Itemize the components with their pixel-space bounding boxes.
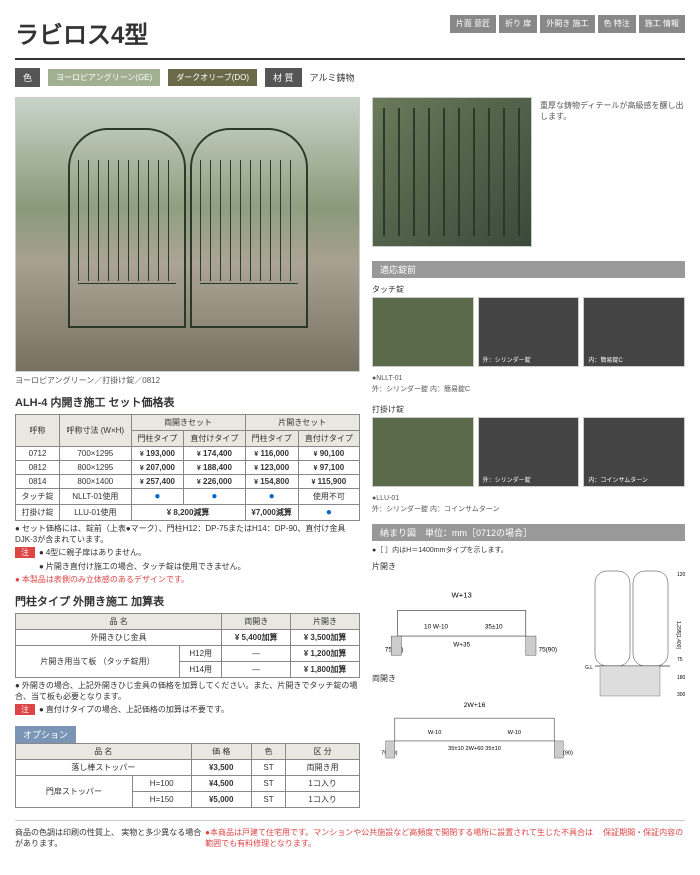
lock-photo [372,417,474,487]
lock-photo: 外：シリンダー錠 [478,417,580,487]
latch-lock-label: 打掛け錠 [372,404,685,415]
option-header: オプション [15,726,76,743]
touch-lock-label: タッチ錠 [372,284,685,295]
price-note: セット価格には、錠前（上表●マーク）、門柱H12：DP-75またはH14：DP-… [15,523,360,545]
svg-text:300: 300 [677,692,685,698]
tag-list: 片面 意匠 折り 扉 外開き 施工 色 特注 施工 情報 [450,15,685,33]
diagram-double-label: 両開き [372,673,577,684]
svg-text:2W+16: 2W+16 [464,701,486,708]
meta-row: 色 ヨーロピアングリーン(GE) ダークオリーブ(DO) 材 質 アルミ鋳物 [15,68,685,87]
color-chip: ダークオリーブ(DO) [168,69,257,86]
lock-model: ●NLLT-01 [372,375,685,382]
main-caption: ヨーロピアングリーン／打掛け錠／0812 [15,375,360,386]
add-table-title: 門柱タイプ 外開き施工 加算表 [15,593,360,609]
warn-note: 注4型に親子扉はありません。 [15,547,360,558]
footer: 商品の色調は印刷の性質上、 実物と多少異なる場合があります。 ●本商品は戸建て住… [15,820,685,849]
main-photo [15,97,360,372]
add-warn: 注直付けタイプの場合、上記価格の加算は不要です。 [15,704,360,715]
lock-photo: 内：コインサムターン [583,417,685,487]
diagram-elevation: G.L 120 1,295[1,400] 75 180 300 [585,561,685,711]
touch-lock-row: 外：シリンダー錠 内：簡易錠C [372,297,685,367]
tag: 折り 扉 [499,15,537,33]
svg-text:35±10: 35±10 [485,623,503,630]
page-title: ラビロス4型 [15,15,148,50]
price-table: 呼称 呼称寸法 (W×H) 両開きセット 片開きセット 門柱タイプ 直付けタイプ… [15,414,360,521]
lock-photo [372,297,474,367]
color-label: 色 [15,68,40,87]
add-table: 品 名両開き片開き 外開きひじ金具¥ 5,400加算¥ 3,500加算 片開き用… [15,613,360,678]
option-table: 品 名価 格色区 分 落し棒ストッパー¥3,500ST両開き用 門扉ストッパーH… [15,743,360,808]
tag: 片面 意匠 [450,15,496,33]
price-table-title: ALH-4 内開き施工 セット価格表 [15,394,360,410]
svg-text:75(90): 75(90) [539,646,557,653]
material-label: 材 質 [265,68,302,87]
warn-note: 片開き直付け施工の場合、タッチ錠は使用できません。 [39,561,360,572]
svg-text:W+35: W+35 [453,641,470,648]
detail-photo [372,97,532,247]
svg-text:120: 120 [677,572,685,578]
svg-text:1,295[1,400]: 1,295[1,400] [675,621,681,649]
diagram-single: W+13 10 W-10 35±10 W+35 75(90) 75(90) [372,572,577,662]
tag: 施工 情報 [639,15,685,33]
svg-text:180: 180 [677,675,685,681]
latch-lock-row: 外：シリンダー錠 内：コインサムターン [372,417,685,487]
footer-left: 商品の色調は印刷の性質上、 実物と多少異なる場合があります。 [15,827,205,849]
lock-photo: 外：シリンダー錠 [478,297,580,367]
svg-text:35±10 2W+60 35±10: 35±10 2W+60 35±10 [448,746,501,752]
color-chip: ヨーロピアングリーン(GE) [48,69,160,86]
detail-caption: 重厚な鋳物ディテールが高級感を醸し出します。 [540,100,685,243]
tag: 色 特注 [598,15,636,33]
lock-sub: 外：シリンダー錠 内：コインサムターン [372,504,685,514]
svg-text:W-10: W-10 [428,730,442,736]
svg-text:G.L: G.L [585,665,593,671]
diagram-note: ●［ ］内はH＝1400mmタイプを示します。 [372,545,685,555]
tag: 外開き 施工 [540,15,594,33]
lock-section-title: 適応錠前 [372,261,685,278]
footer-right: ●本商品は戸建て住宅用です。マンションや公共施設など高頻度で開閉する場所に設置さ… [205,827,685,849]
svg-text:75: 75 [677,657,683,663]
diagram-title: 納まり図 単位：mm［0712の場合］ [372,524,685,541]
lock-model: ●LLU-01 [372,495,685,502]
lock-sub: 外：シリンダー錠 内：簡易錠C [372,384,685,394]
design-note: 本製品は表側のみ立体感のあるデザインです。 [15,574,360,585]
diagram-double: 2W+16 W-10 W-10 35±10 2W+60 35±10 75(90)… [372,684,577,764]
material-value: アルミ鋳物 [310,71,355,84]
svg-text:W+13: W+13 [452,591,472,600]
add-note: 外開きの場合、上記外開きひじ金具の価格を加算してください。また、片開きでタッチ錠… [15,680,360,702]
svg-text:10 W-10: 10 W-10 [424,623,448,630]
svg-text:W-10: W-10 [508,730,522,736]
lock-photo: 内：簡易錠C [583,297,685,367]
diagram-single-label: 片開き [372,561,577,572]
